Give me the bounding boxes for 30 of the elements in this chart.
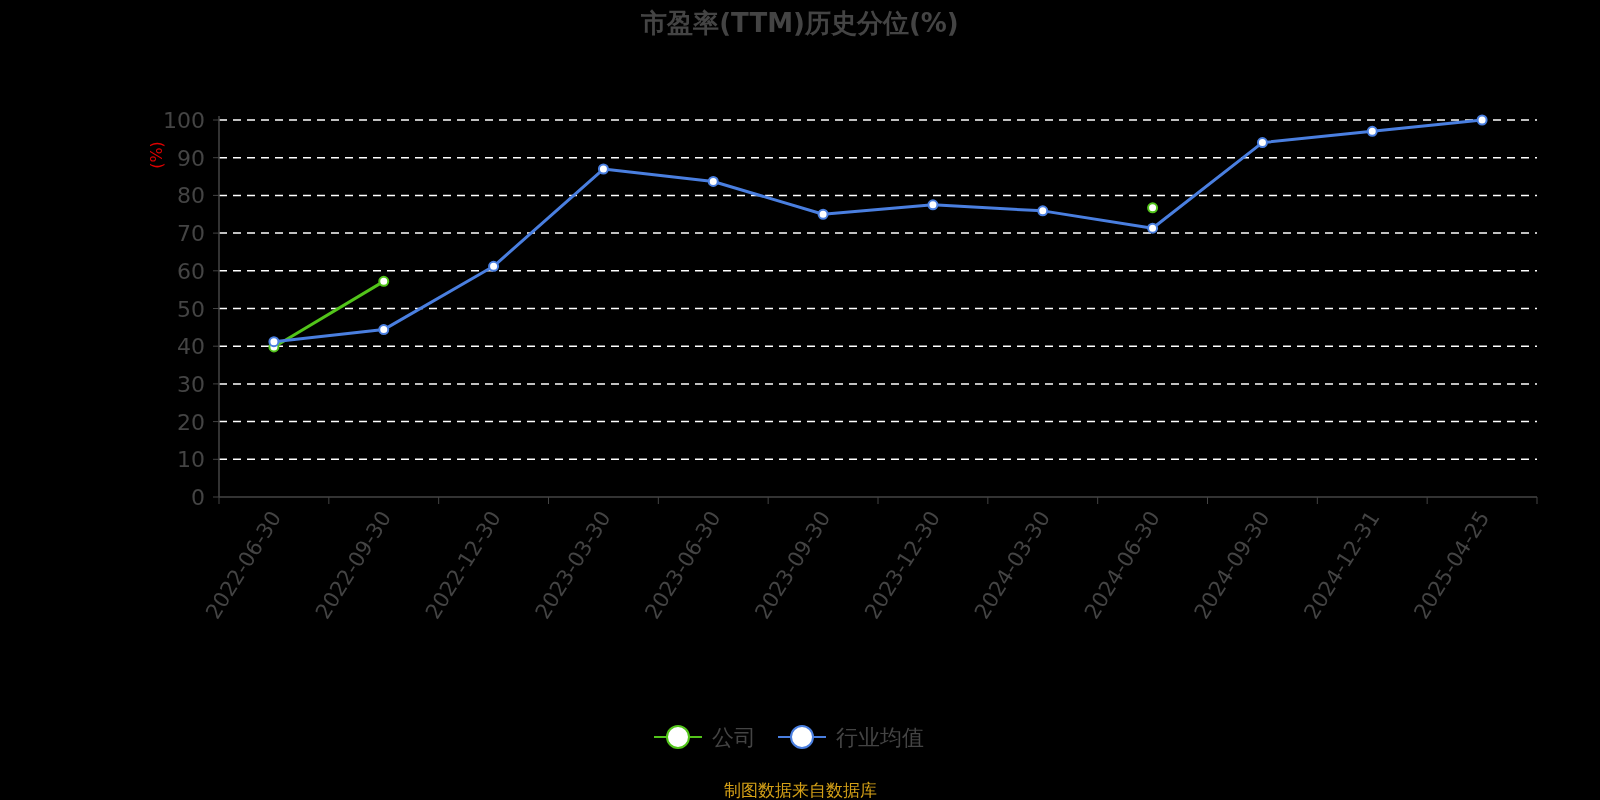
y-tick-label: 80 (177, 183, 205, 209)
point (268, 336, 280, 348)
point (1366, 125, 1378, 137)
point (378, 275, 390, 287)
point (597, 163, 609, 175)
point (1256, 137, 1268, 149)
point (927, 199, 939, 211)
point (378, 324, 390, 336)
y-tick-label: 30 (177, 371, 205, 397)
y-tick-label: 10 (177, 447, 205, 473)
y-tick-label: 40 (177, 334, 205, 360)
point (1476, 114, 1488, 126)
point (817, 208, 829, 220)
point (1147, 222, 1159, 234)
point (707, 175, 719, 187)
y-tick-label: 70 (177, 221, 205, 247)
point (488, 260, 500, 272)
legend-label: 公司 (712, 725, 756, 750)
y-tick-label: 90 (177, 145, 205, 171)
point (1037, 205, 1049, 217)
y-tick-label: 0 (191, 485, 205, 510)
y-tick-label: 100 (163, 108, 205, 133)
y-tick-label: 20 (177, 409, 205, 435)
legend-label: 行业均值 (836, 725, 924, 750)
y-axis-title: (%) (147, 141, 166, 169)
point (1147, 202, 1159, 214)
y-tick-label: 60 (177, 258, 205, 284)
chart-title: 市盈率(TTM)历史分位(%) (640, 8, 959, 38)
text: 制图数据来自数据库 (723, 780, 877, 800)
y-tick-label: 50 (177, 296, 205, 322)
